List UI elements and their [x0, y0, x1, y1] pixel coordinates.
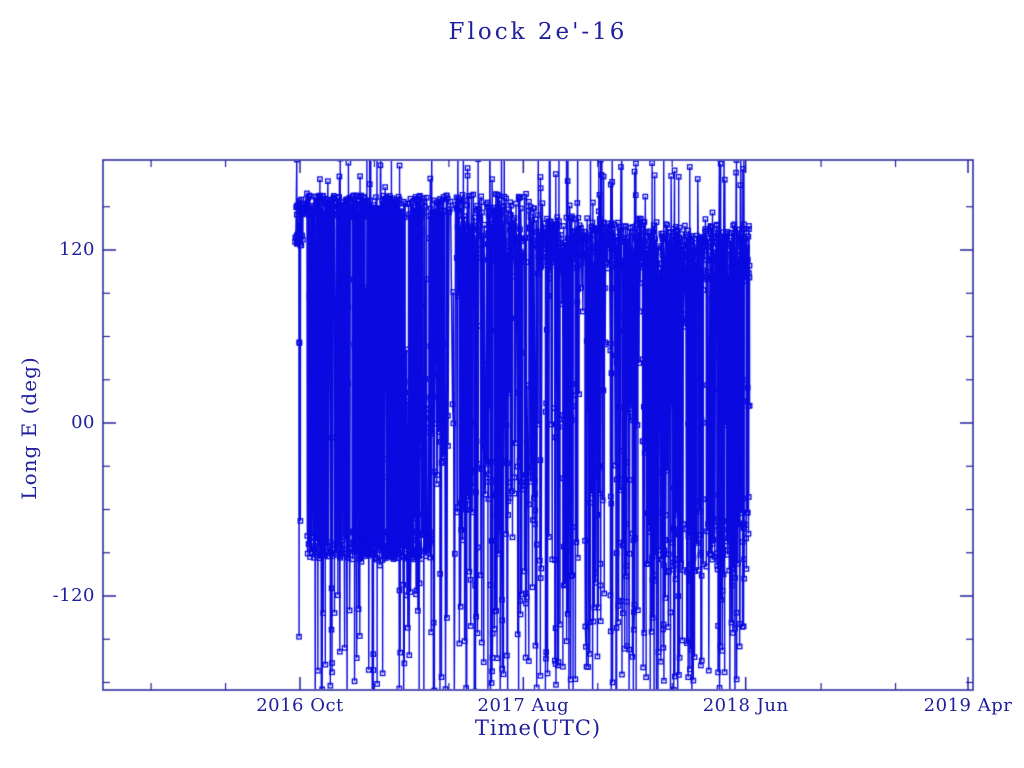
y-tick-label: 120 — [59, 238, 95, 260]
y-tick-label: 00 — [71, 412, 95, 433]
y-tick-label: -120 — [52, 585, 95, 606]
x-tick-label: 2017 Aug — [477, 695, 570, 716]
x-tick-label: 2019 Apr — [923, 695, 1013, 716]
x-axis-label: Time(UTC) — [474, 716, 602, 740]
x-tick-label: 2016 Oct — [256, 695, 344, 716]
x-tick-label: 2018 Jun — [702, 695, 789, 716]
chart-title: Flock 2e'-16 — [448, 19, 628, 45]
